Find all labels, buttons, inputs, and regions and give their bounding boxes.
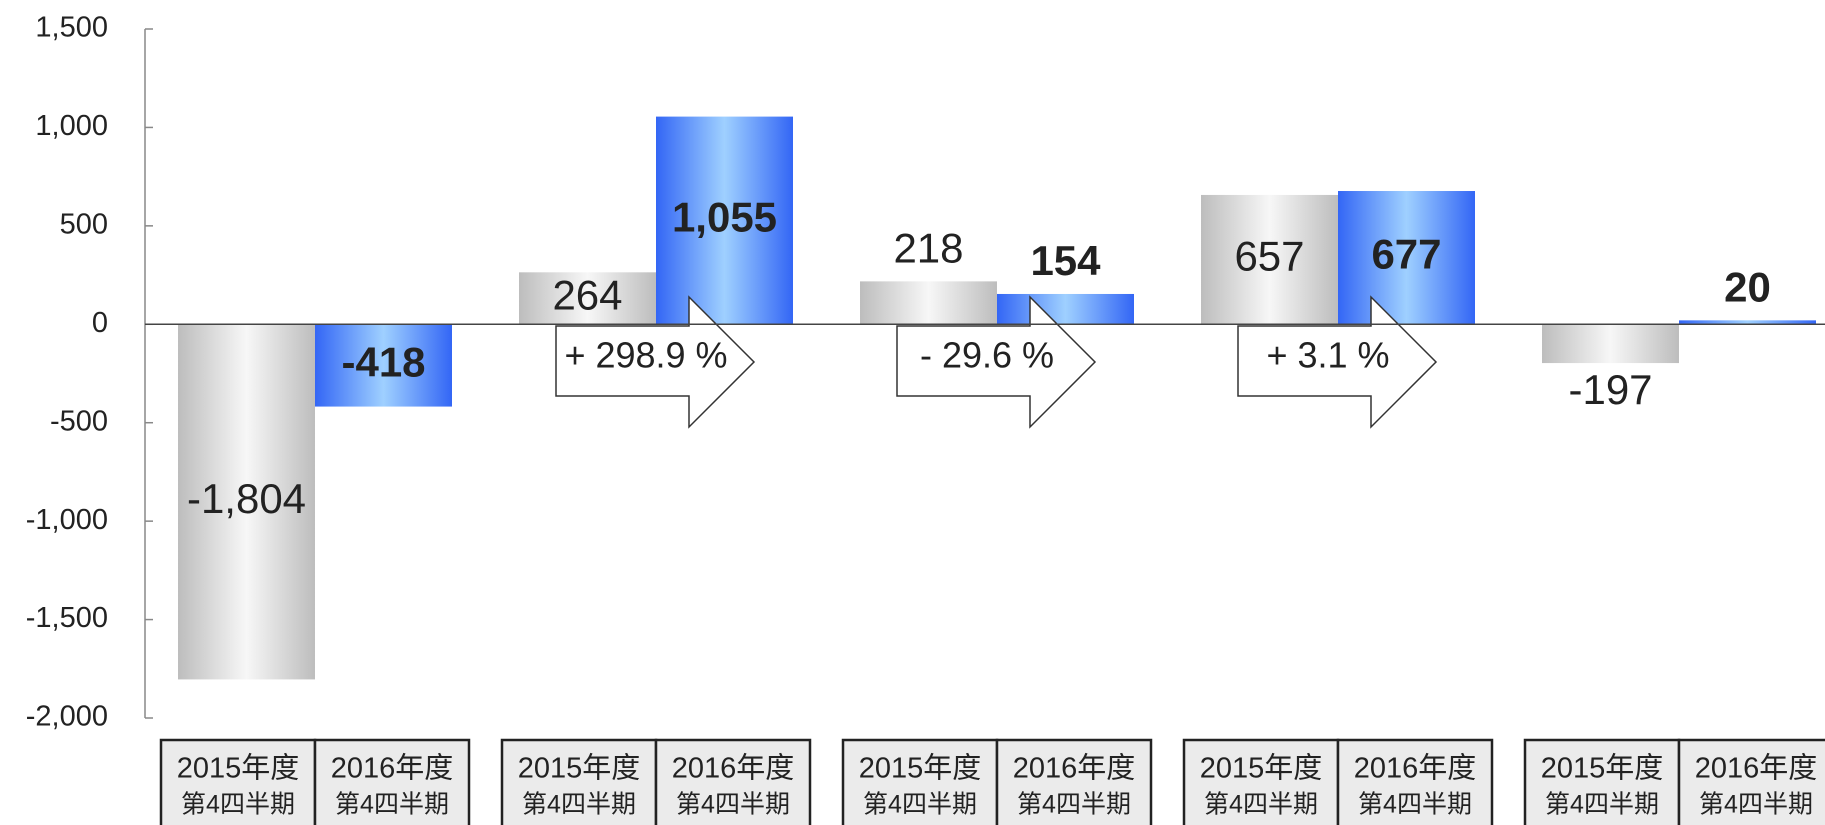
category-box — [841, 738, 999, 825]
value-label: 1,055 — [672, 194, 777, 241]
value-label: 677 — [1371, 231, 1441, 278]
bar — [997, 293, 1134, 325]
series-subname: 第4四半期 — [335, 791, 449, 819]
category-box — [1677, 738, 1825, 825]
bar — [1542, 324, 1679, 364]
series-subname: 第4四半期 — [1699, 791, 1813, 819]
series-name: 2015年度 — [1200, 752, 1323, 785]
series-subname: 第4四半期 — [1204, 791, 1318, 819]
value-label: -197 — [1568, 366, 1652, 413]
series-subname: 第4四半期 — [522, 791, 636, 819]
series-name: 2015年度 — [1541, 752, 1664, 785]
category-box — [995, 738, 1153, 825]
series-name: 2016年度 — [672, 752, 795, 785]
series-name: 2016年度 — [1695, 752, 1818, 785]
series-name: 2015年度 — [177, 752, 300, 785]
bar — [1201, 194, 1338, 325]
y-tick-label: 1,500 — [35, 12, 108, 44]
series-name: 2016年度 — [1354, 752, 1477, 785]
value-label: -418 — [341, 339, 425, 386]
series-subname: 第4四半期 — [676, 791, 790, 819]
y-tick-label: -500 — [50, 405, 108, 437]
series-name: 2015年度 — [859, 752, 982, 785]
change-label: + 3.1 % — [1266, 335, 1389, 376]
y-tick-label: 1,000 — [35, 110, 108, 142]
y-tick-label: -1,500 — [26, 602, 108, 634]
series-subname: 第4四半期 — [863, 791, 977, 819]
change-arrow — [1237, 295, 1438, 429]
category-box — [1182, 738, 1340, 825]
value-label: -1,804 — [187, 475, 306, 522]
value-label: 657 — [1234, 233, 1304, 280]
bar — [315, 324, 452, 407]
bar — [656, 116, 793, 325]
bar — [178, 324, 315, 680]
category-box — [1523, 738, 1681, 825]
bar — [1679, 320, 1816, 325]
y-tick-label: 0 — [92, 307, 108, 339]
category-box — [654, 738, 812, 825]
change-label: - 29.6 % — [920, 335, 1054, 376]
change-arrow — [555, 295, 756, 429]
category-box — [1336, 738, 1494, 825]
y-tick-label: 500 — [60, 209, 108, 241]
change-label: + 298.9 % — [564, 335, 727, 376]
value-label: 264 — [552, 271, 622, 318]
change-arrow — [896, 295, 1097, 429]
series-name: 2016年度 — [331, 752, 454, 785]
category-box — [313, 738, 471, 825]
value-label: 218 — [893, 224, 963, 271]
category-box — [159, 738, 317, 825]
value-label: 20 — [1724, 263, 1771, 310]
series-subname: 第4四半期 — [1545, 791, 1659, 819]
series-subname: 第4四半期 — [181, 791, 295, 819]
value-label: 154 — [1030, 237, 1101, 284]
y-tick-label: -1,000 — [26, 504, 108, 536]
bar — [519, 272, 656, 325]
series-subname: 第4四半期 — [1017, 791, 1131, 819]
series-name: 2016年度 — [1013, 752, 1136, 785]
bar — [860, 281, 997, 325]
bar — [1338, 191, 1475, 325]
series-name: 2015年度 — [518, 752, 641, 785]
series-subname: 第4四半期 — [1358, 791, 1472, 819]
y-tick-label: -2,000 — [26, 701, 108, 733]
